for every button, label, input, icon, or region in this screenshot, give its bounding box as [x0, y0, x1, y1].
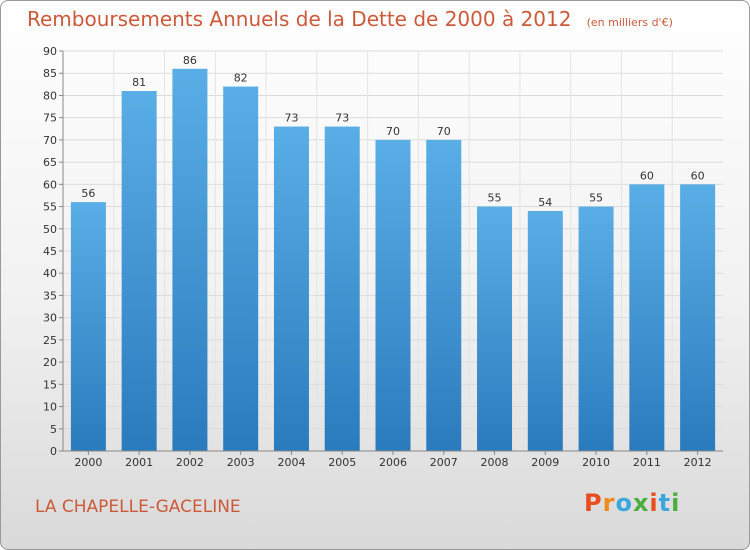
x-tick-label: 2009	[531, 456, 559, 469]
y-tick-label: 85	[43, 67, 57, 80]
chart-title-block: Remboursements Annuels de la Dette de 20…	[27, 7, 673, 31]
logo-letter: i	[671, 489, 681, 517]
bar	[70, 202, 106, 451]
bar	[375, 139, 411, 451]
bar-chart: 56 81 86 82 73 73 70 70 55 54 55 60 60 0 5 10 15 20 25 30 3…	[43, 45, 723, 469]
logo-letter: i	[649, 489, 659, 517]
y-tick-label: 30	[43, 312, 57, 325]
proxiti-logo: Proxiti	[584, 489, 680, 517]
bar	[477, 206, 513, 451]
x-tick-label: 2007	[430, 456, 458, 469]
x-tick-label: 2006	[379, 456, 407, 469]
bar-value-label: 55	[488, 192, 502, 205]
x-tick-label: 2005	[328, 456, 356, 469]
axes: 0 5 10 15 20 25 30 35 40 45 50 55 60 65 70 75 80 85 90 2000…	[43, 45, 723, 469]
bar-value-label: 55	[589, 192, 603, 205]
y-tick-label: 75	[43, 112, 57, 125]
x-tick-label: 2000	[74, 456, 102, 469]
chart-title: Remboursements Annuels de la Dette de 20…	[27, 7, 572, 31]
logo-letter: P	[584, 489, 603, 517]
x-tick-label: 2012	[684, 456, 712, 469]
y-tick-label: 45	[43, 245, 57, 258]
bar-value-label: 82	[234, 72, 248, 85]
bar-value-label: 70	[386, 125, 400, 138]
bar-value-label: 54	[538, 196, 552, 209]
bar-value-label: 60	[640, 169, 654, 182]
y-tick-label: 15	[43, 378, 57, 391]
bar	[172, 68, 208, 452]
y-tick-label: 25	[43, 334, 57, 347]
bar-value-label: 81	[132, 76, 146, 89]
x-tick-label: 2004	[277, 456, 305, 469]
bar	[527, 211, 563, 451]
bar	[273, 126, 309, 452]
bars: 56 81 86 82 73 73 70 70 55 54 55 60 60	[70, 54, 716, 452]
y-tick-label: 60	[43, 178, 57, 191]
x-tick-label: 2010	[582, 456, 610, 469]
y-tick-label: 5	[50, 423, 57, 436]
bar	[121, 91, 157, 451]
commune-name: LA CHAPELLE-GACELINE	[35, 497, 241, 517]
bar-value-label: 70	[437, 125, 451, 138]
y-tick-label: 90	[43, 45, 57, 58]
bar-value-label: 60	[691, 169, 705, 182]
x-tick-label: 2001	[125, 456, 153, 469]
y-tick-label: 55	[43, 201, 57, 214]
bar	[680, 184, 716, 452]
bar-value-label: 73	[284, 112, 298, 125]
chart-subtitle: (en milliers d'€)	[586, 16, 673, 29]
x-tick-label: 2011	[633, 456, 661, 469]
logo-letter: t	[658, 489, 672, 517]
x-tick-label: 2008	[481, 456, 509, 469]
y-tick-label: 80	[43, 89, 57, 102]
bar-value-label: 86	[183, 54, 197, 67]
y-tick-label: 50	[43, 223, 57, 236]
y-tick-label: 65	[43, 156, 57, 169]
y-tick-label: 35	[43, 289, 57, 302]
y-tick-label: 70	[43, 134, 57, 147]
y-tick-label: 10	[43, 401, 57, 414]
bar	[223, 86, 259, 452]
y-tick-label: 0	[50, 445, 57, 458]
logo-letter: x	[632, 489, 650, 517]
bar	[324, 126, 360, 452]
x-tick-label: 2002	[176, 456, 204, 469]
y-tick-label: 40	[43, 267, 57, 280]
logo-letter: r	[602, 489, 616, 517]
bar-value-label: 56	[81, 187, 95, 200]
logo-letter: o	[615, 489, 633, 517]
bar	[629, 184, 665, 452]
bar-value-label: 73	[335, 112, 349, 125]
bar	[578, 206, 614, 451]
y-tick-label: 20	[43, 356, 57, 369]
bar	[426, 139, 462, 451]
x-tick-label: 2003	[227, 456, 255, 469]
